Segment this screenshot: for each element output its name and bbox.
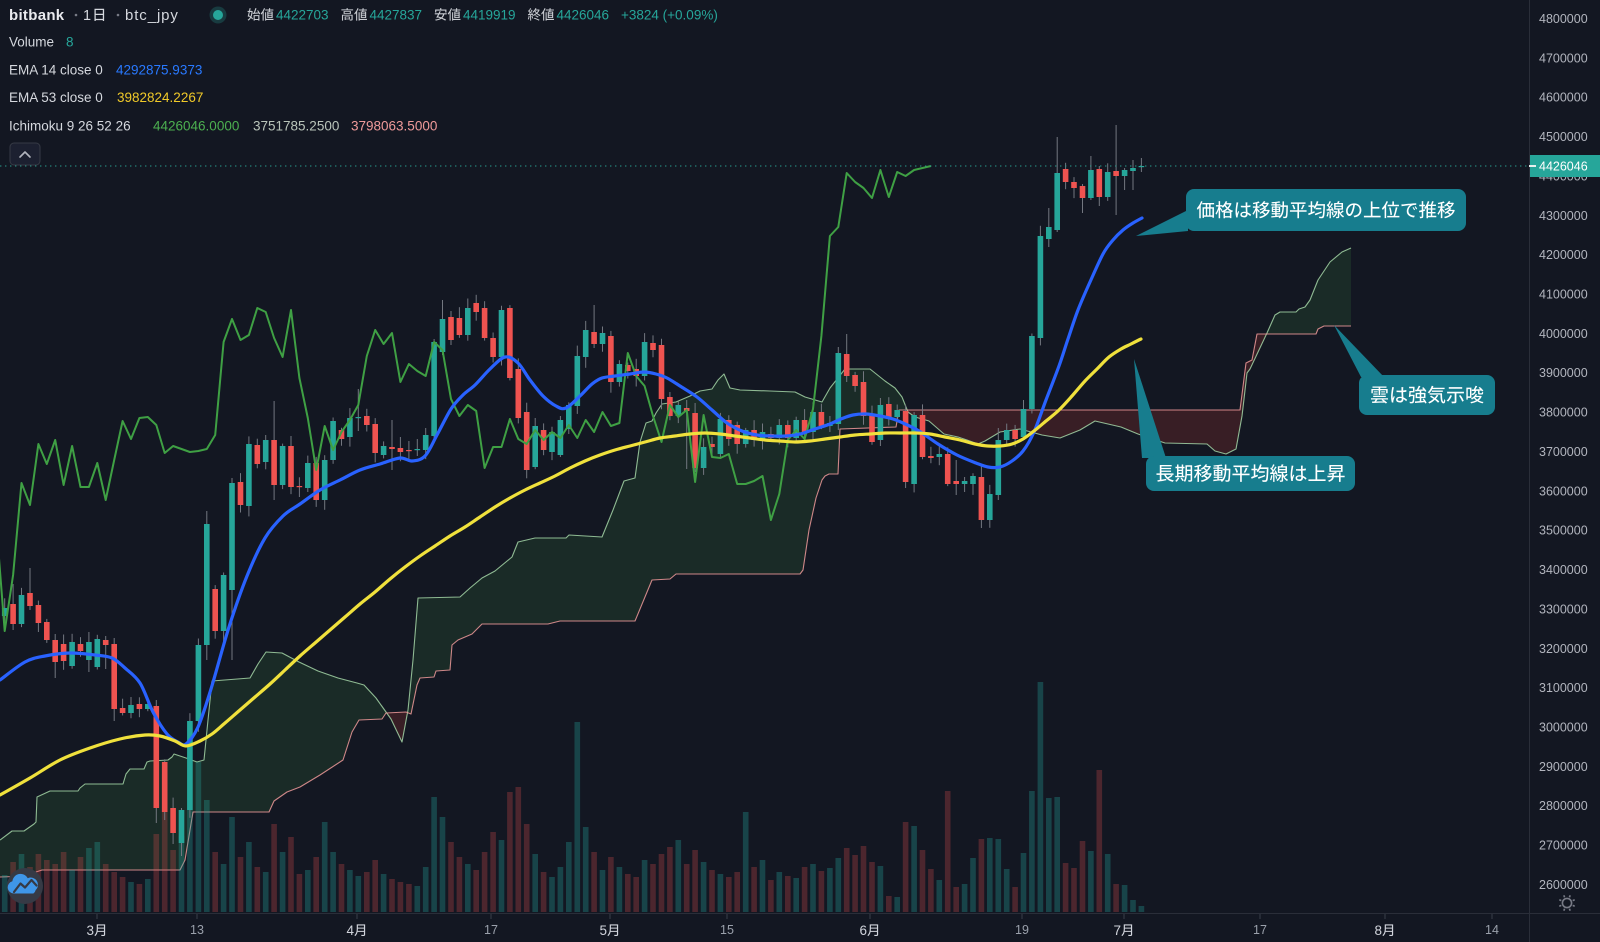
svg-text:+3824 (+0.09%): +3824 (+0.09%) <box>621 8 718 23</box>
svg-text:4422703: 4422703 <box>276 8 329 23</box>
svg-text:Ichimoku 9 26 52 26: Ichimoku 9 26 52 26 <box>9 119 131 134</box>
svg-text:3000000: 3000000 <box>1539 721 1588 735</box>
svg-text:4426046: 4426046 <box>1539 160 1588 174</box>
svg-text:btc_jpy: btc_jpy <box>125 7 179 24</box>
svg-text:4100000: 4100000 <box>1539 288 1588 302</box>
svg-text:4800000: 4800000 <box>1539 12 1588 26</box>
svg-text:4426046: 4426046 <box>557 8 610 23</box>
svg-text:19: 19 <box>1015 923 1029 937</box>
svg-text:3300000: 3300000 <box>1539 602 1588 616</box>
svg-text:4700000: 4700000 <box>1539 51 1588 65</box>
svg-text:3751785.2500: 3751785.2500 <box>253 119 339 134</box>
svg-text:17: 17 <box>1253 923 1267 937</box>
svg-text:3: 3 <box>87 923 95 938</box>
svg-text:8: 8 <box>1375 923 1383 938</box>
svg-text:14: 14 <box>1485 923 1499 937</box>
svg-text:3900000: 3900000 <box>1539 366 1588 380</box>
svg-text:1: 1 <box>83 8 91 24</box>
svg-text:6: 6 <box>860 923 868 938</box>
svg-text:2800000: 2800000 <box>1539 799 1588 813</box>
svg-text:3200000: 3200000 <box>1539 642 1588 656</box>
svg-text:4427837: 4427837 <box>370 8 423 23</box>
svg-text:2900000: 2900000 <box>1539 760 1588 774</box>
svg-text:4300000: 4300000 <box>1539 209 1588 223</box>
svg-text:4600000: 4600000 <box>1539 91 1588 105</box>
svg-text:EMA 53 close 0: EMA 53 close 0 <box>9 90 103 105</box>
svg-text:3100000: 3100000 <box>1539 681 1588 695</box>
svg-text:3400000: 3400000 <box>1539 563 1588 577</box>
svg-text:3800000: 3800000 <box>1539 406 1588 420</box>
svg-text:2700000: 2700000 <box>1539 839 1588 853</box>
svg-text:3982824.2267: 3982824.2267 <box>117 90 203 105</box>
svg-text:13: 13 <box>190 923 204 937</box>
svg-text:3600000: 3600000 <box>1539 484 1588 498</box>
svg-text:3798063.5000: 3798063.5000 <box>351 119 437 134</box>
svg-text:8: 8 <box>66 35 74 50</box>
svg-text:4292875.9373: 4292875.9373 <box>116 63 202 78</box>
svg-text:2600000: 2600000 <box>1539 878 1588 892</box>
svg-text:7: 7 <box>1114 923 1122 938</box>
svg-text:17: 17 <box>484 923 498 937</box>
svg-text:4419919: 4419919 <box>463 8 516 23</box>
svg-text:4500000: 4500000 <box>1539 130 1588 144</box>
svg-text:5: 5 <box>600 923 608 938</box>
svg-text:4426046.0000: 4426046.0000 <box>153 119 239 134</box>
svg-text:3700000: 3700000 <box>1539 445 1588 459</box>
svg-text:Volume: Volume <box>9 35 54 50</box>
svg-text:EMA 14 close 0: EMA 14 close 0 <box>9 63 103 78</box>
svg-text:4: 4 <box>347 923 355 938</box>
svg-text:3500000: 3500000 <box>1539 524 1588 538</box>
svg-text:4200000: 4200000 <box>1539 248 1588 262</box>
svg-text:15: 15 <box>720 923 734 937</box>
svg-text:4000000: 4000000 <box>1539 327 1588 341</box>
svg-text:bitbank: bitbank <box>9 7 65 24</box>
